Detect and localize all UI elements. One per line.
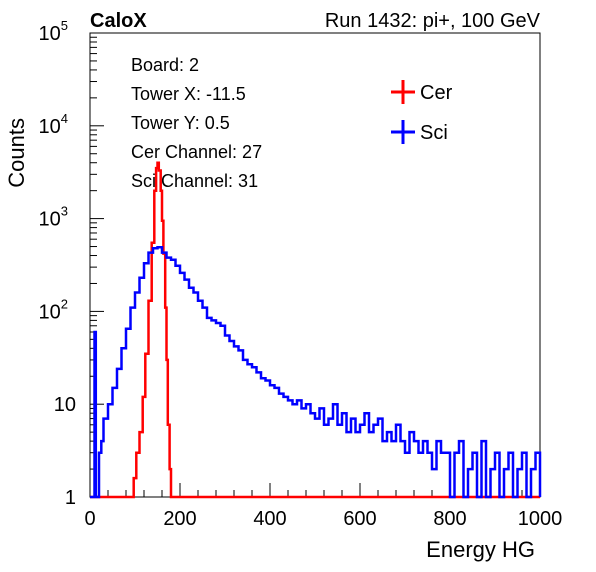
x-tick-label: 600 (343, 508, 376, 530)
y-tick-label: 103 (39, 204, 68, 231)
legend: Cer Sci (391, 80, 453, 144)
info-line: Sci Channel: 31 (131, 171, 258, 191)
info-box (118, 48, 358, 198)
y-axis-label: Counts (4, 118, 29, 188)
y-tick-label: 1 (65, 487, 76, 509)
chart-right-title: Run 1432: pi+, 100 GeV (325, 10, 541, 32)
legend-label: Cer (420, 82, 453, 104)
info-line: Board: 2 (131, 55, 199, 75)
x-tick-label: 0 (84, 508, 95, 530)
series-sci-line (90, 246, 542, 499)
y-tick-label: 102 (39, 296, 68, 323)
y-tick-label: 105 (39, 18, 68, 45)
series-cer-line (90, 161, 540, 499)
y-tick-label: 10 (54, 394, 76, 416)
series-group (90, 161, 542, 499)
x-axis-label: Energy HG (426, 537, 535, 562)
x-tick-label: 800 (433, 508, 466, 530)
info-line: Cer Channel: 27 (131, 142, 262, 162)
y-axis: 1 10 102 103 104 105 (39, 18, 104, 509)
info-line: Tower Y: 0.5 (131, 113, 230, 133)
x-tick-label: 200 (163, 508, 196, 530)
x-tick-label: 400 (253, 508, 286, 530)
legend-label: Sci (420, 122, 448, 144)
info-box-lines: Board: 2 Tower X: -11.5 Tower Y: 0.5 Cer Ch… (131, 55, 262, 191)
y-tick-label: 104 (39, 111, 68, 138)
chart-left-title: CaloX (90, 10, 147, 32)
info-line: Tower X: -11.5 (131, 84, 246, 104)
x-tick-label: 1000 (518, 508, 563, 530)
